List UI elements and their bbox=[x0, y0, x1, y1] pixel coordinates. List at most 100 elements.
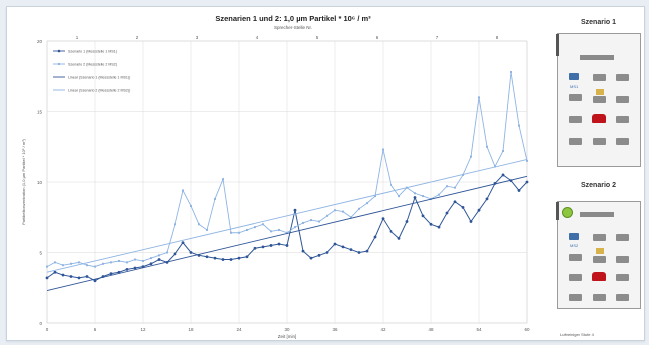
data-point bbox=[437, 225, 441, 229]
x-axis-label: Zeit [min] bbox=[278, 334, 297, 339]
data-point bbox=[350, 216, 352, 219]
data-point bbox=[277, 242, 281, 246]
data-point bbox=[110, 261, 112, 264]
legend-marker bbox=[58, 63, 60, 65]
y-tick-label: 0 bbox=[39, 321, 42, 326]
data-point bbox=[525, 180, 529, 184]
chart-title: Szenarien 1 und 2: 1,0 µm Partikel * 10⁶… bbox=[215, 14, 371, 23]
data-point bbox=[510, 71, 512, 74]
desk-icon bbox=[569, 138, 582, 145]
desk-icon bbox=[616, 96, 629, 103]
y-tick-label: 20 bbox=[37, 39, 43, 44]
data-point bbox=[213, 256, 217, 260]
data-point bbox=[206, 228, 208, 231]
scenario-1-title: Szenario 1 bbox=[581, 19, 617, 26]
data-point bbox=[421, 214, 425, 218]
data-point bbox=[222, 178, 224, 181]
trend-line bbox=[46, 159, 528, 273]
data-point bbox=[462, 173, 464, 176]
red-car-icon bbox=[592, 114, 606, 123]
desk-icon bbox=[593, 234, 606, 241]
top-tick-label: 2 bbox=[136, 35, 139, 40]
data-point bbox=[517, 189, 521, 192]
desk-icon bbox=[569, 274, 582, 281]
data-point bbox=[309, 256, 313, 260]
data-point bbox=[166, 251, 168, 254]
data-point bbox=[70, 262, 72, 265]
red-car-icon bbox=[592, 272, 606, 281]
data-point bbox=[358, 207, 360, 210]
desk-icon bbox=[616, 274, 629, 281]
data-point bbox=[366, 202, 368, 205]
x-tick-label: 18 bbox=[188, 327, 194, 332]
desk-icon bbox=[593, 256, 606, 263]
legend-label: Szenario 2 (Messstelle 2 MS2) bbox=[68, 63, 117, 67]
desk-icon bbox=[569, 254, 582, 261]
air-purifier-green-icon bbox=[562, 207, 573, 218]
data-point bbox=[389, 229, 393, 233]
data-point bbox=[245, 255, 249, 259]
data-point bbox=[365, 249, 369, 253]
x-tick-label: 42 bbox=[380, 327, 386, 332]
data-point bbox=[253, 246, 257, 250]
y-tick-label: 15 bbox=[37, 110, 43, 115]
y-tick-label: 5 bbox=[39, 251, 42, 256]
x-tick-label: 54 bbox=[476, 327, 482, 332]
data-point bbox=[414, 192, 416, 195]
data-point bbox=[333, 242, 337, 246]
data-point bbox=[269, 244, 273, 247]
data-point bbox=[270, 230, 272, 233]
data-point bbox=[373, 235, 377, 239]
data-point bbox=[86, 264, 88, 267]
desk-icon bbox=[593, 74, 606, 81]
data-point bbox=[502, 149, 504, 152]
data-point bbox=[334, 209, 336, 212]
data-point bbox=[477, 208, 481, 212]
legend-label: Linear (Szenario 2 (Messstelle 2 MS2)) bbox=[68, 89, 130, 93]
ms1-sensor-icon bbox=[569, 73, 579, 80]
data-point bbox=[77, 276, 81, 280]
data-point bbox=[214, 197, 216, 200]
data-point bbox=[294, 226, 296, 229]
data-point bbox=[221, 258, 225, 261]
desk-icon bbox=[593, 294, 606, 301]
desk-icon bbox=[616, 116, 629, 123]
data-point bbox=[526, 159, 528, 162]
desk-icon bbox=[616, 138, 629, 145]
data-point bbox=[46, 265, 48, 268]
data-point bbox=[278, 228, 280, 231]
data-point bbox=[150, 257, 152, 260]
top-tick-label: 1 bbox=[76, 35, 79, 40]
data-point bbox=[189, 251, 193, 254]
data-point bbox=[45, 276, 49, 280]
desk-icon bbox=[616, 294, 629, 301]
data-point bbox=[142, 259, 144, 262]
data-point bbox=[445, 211, 449, 215]
data-point bbox=[374, 195, 376, 198]
data-point bbox=[326, 214, 328, 217]
desk-icon bbox=[569, 294, 582, 301]
speaker-icon bbox=[596, 248, 604, 254]
data-point bbox=[301, 249, 305, 253]
data-point bbox=[285, 244, 289, 247]
data-point bbox=[182, 189, 184, 192]
legend-label: Linear (Szenario 1 (Messstelle 1 MS1)) bbox=[68, 76, 130, 80]
data-point bbox=[325, 251, 329, 254]
data-point bbox=[190, 204, 192, 207]
x-tick-label: 36 bbox=[332, 327, 338, 332]
data-point bbox=[382, 148, 384, 151]
ms2-label: MS2 bbox=[570, 243, 579, 248]
chart-subtitle: Sprecher-Stelle Nr. bbox=[274, 25, 312, 30]
data-point bbox=[357, 251, 361, 254]
room-divider-bar bbox=[556, 202, 559, 220]
data-point bbox=[181, 241, 185, 245]
data-point bbox=[246, 228, 248, 231]
top-tick-label: 4 bbox=[256, 35, 259, 40]
data-point bbox=[229, 258, 233, 261]
data-point bbox=[286, 231, 288, 234]
data-point bbox=[78, 261, 80, 264]
data-point bbox=[69, 275, 73, 278]
data-point bbox=[422, 195, 424, 198]
desk-icon bbox=[616, 256, 629, 263]
desk-icon bbox=[616, 234, 629, 241]
